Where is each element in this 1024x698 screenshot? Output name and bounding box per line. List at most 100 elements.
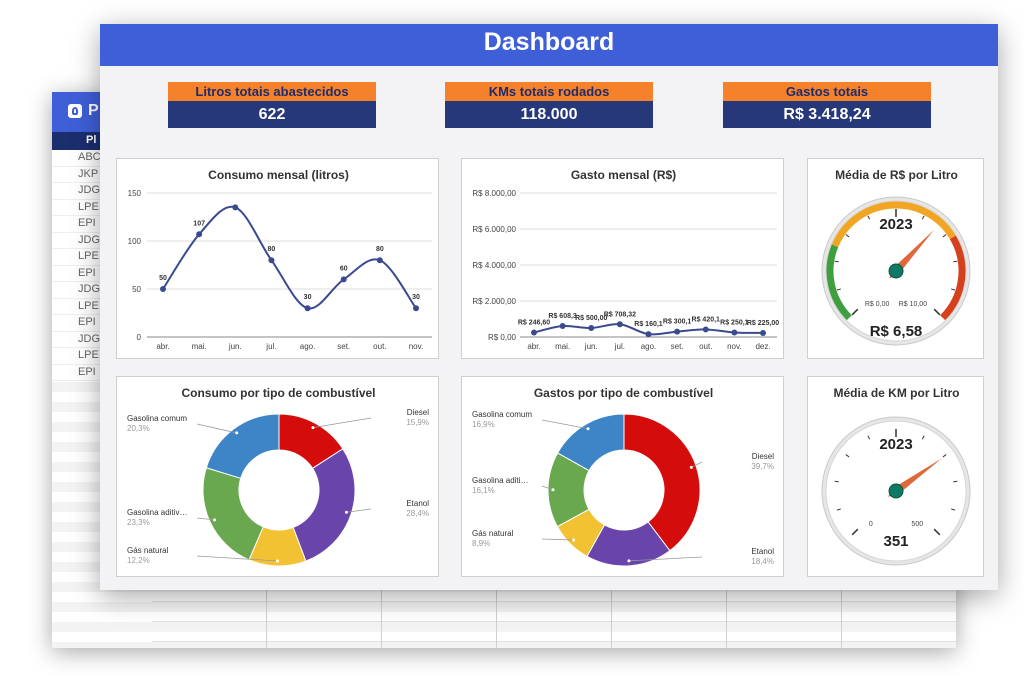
data-label: R$ 246,60 xyxy=(518,320,550,327)
x-tick-label: ago. xyxy=(300,342,316,351)
gauge-tick xyxy=(845,454,850,458)
x-tick-label: set. xyxy=(337,342,350,351)
donut-slice xyxy=(202,467,264,561)
gauge-hub xyxy=(888,483,904,499)
kpi-gastos-label: Gastos totais xyxy=(723,82,931,101)
consumo-tipo-donut: Consumo por tipo de combustível Diesel15,… xyxy=(127,386,429,567)
slice-percent: 8,9% xyxy=(472,539,490,548)
y-tick-label: 50 xyxy=(132,285,141,294)
slice-name: Etanol xyxy=(751,547,774,556)
leader-dot xyxy=(275,559,279,563)
back-column-header-label: Pl xyxy=(86,134,97,146)
data-point xyxy=(413,305,419,312)
gauge-tick xyxy=(933,528,941,536)
gauge-tick xyxy=(953,480,958,483)
gauge-tick xyxy=(834,260,839,263)
gauge-max-label: R$ 10,00 xyxy=(899,301,928,308)
gastos-tipo-panel: Gastos por tipo de combustível Diesel 39,7… xyxy=(461,376,784,577)
slice-percent: 18,4% xyxy=(751,557,774,566)
data-label: R$ 250,1 xyxy=(720,319,749,326)
x-tick-label: jun. xyxy=(228,342,242,351)
donut-slice xyxy=(205,413,280,479)
data-label: R$ 225,00 xyxy=(747,320,779,327)
kpi-litros-label: Litros totais abastecidos xyxy=(168,82,376,101)
data-point xyxy=(160,286,166,292)
gasto-mensal-chart: Gasto mensal (R$) R$ 0,00 R$ 2.000,00 R$ 4.… xyxy=(472,168,779,351)
leader-line xyxy=(196,423,237,434)
leader-dot xyxy=(235,431,239,435)
gauge-center-label: 2023 xyxy=(879,216,912,233)
leader-dot xyxy=(213,518,217,522)
gauge-tick xyxy=(942,234,947,238)
gauge-tick xyxy=(933,308,941,316)
x-tick-label: abr. xyxy=(156,342,169,351)
data-point xyxy=(232,204,239,211)
slice-name: Gás natural xyxy=(472,529,514,538)
gauge-tick xyxy=(921,435,925,440)
back-sheet-title: P xyxy=(88,102,99,119)
chart-title: Média de R$ por Litro xyxy=(835,168,958,182)
gauge-max-label: 500 xyxy=(911,521,923,528)
donut-slice xyxy=(623,413,701,552)
y-tick-label: R$ 0,00 xyxy=(488,333,517,342)
media-rs-litro-gauge: Média de R$ por Litro 2023 R$ 0,00 R$ 10,00… xyxy=(821,168,971,346)
dashboard-title: Dashboard xyxy=(483,28,615,56)
slice-name: Gasolina aditiv… xyxy=(127,508,187,517)
gauge-min-label: 0 xyxy=(869,521,873,528)
x-tick-label: abr. xyxy=(527,342,540,351)
gauge-tick xyxy=(867,435,871,440)
kpi-gastos: Gastos totais R$ 3.418,24 xyxy=(723,82,931,128)
y-tick-label: R$ 4.000,00 xyxy=(472,261,516,270)
slice-name: Diesel xyxy=(407,408,429,417)
chart-title: Gasto mensal (R$) xyxy=(571,168,676,182)
gauge-tick xyxy=(951,288,956,291)
data-point xyxy=(616,321,623,328)
x-tick-label: dez. xyxy=(755,342,770,351)
gauge-tick xyxy=(951,508,956,511)
slice-name: Diesel xyxy=(752,452,774,461)
leader-line xyxy=(312,417,372,429)
kpi-kms: KMs totais rodados 118.000 xyxy=(445,82,653,128)
leader-dot xyxy=(551,488,555,492)
slice-percent: 12,2% xyxy=(127,556,150,565)
leader-line xyxy=(541,538,574,541)
data-point xyxy=(674,328,681,335)
media-km-litro-panel: Média de KM por Litro 2023 0 500 351 xyxy=(807,376,984,577)
slice-name: Etanol xyxy=(406,499,429,508)
chart-title: Gastos por tipo de combustível xyxy=(534,386,713,400)
data-label: 80 xyxy=(376,246,384,253)
leader-line xyxy=(691,461,703,468)
leader-dot xyxy=(344,510,348,514)
gasto-mensal-panel: Gasto mensal (R$) R$ 0,00 R$ 2.000,00 R$ 4.… xyxy=(461,158,784,359)
leader-line xyxy=(541,485,554,491)
gauge-tick xyxy=(845,234,850,238)
y-tick-label: R$ 6.000,00 xyxy=(472,225,516,234)
leader-dot xyxy=(572,538,576,542)
gauge-min-label: R$ 0,00 xyxy=(865,301,890,308)
gauge-value-label: 351 xyxy=(883,533,908,550)
slice-name: Gasolina comum xyxy=(472,410,532,419)
kpi-litros: Litros totais abastecidos 622 xyxy=(168,82,376,128)
gauge-tick xyxy=(921,215,925,220)
x-tick-label: out. xyxy=(699,342,712,351)
slice-percent: 20,3% xyxy=(127,424,150,433)
data-point xyxy=(531,329,537,336)
gauge-tick xyxy=(867,215,871,220)
leader-dot xyxy=(586,427,590,431)
consumo-tipo-panel: Consumo por tipo de combustível Diesel 15,… xyxy=(116,376,439,577)
gauge-tick xyxy=(851,308,859,316)
data-point xyxy=(340,276,347,283)
gauge-band xyxy=(826,244,852,321)
data-label: 50 xyxy=(159,275,167,282)
gauge-tick xyxy=(942,454,947,458)
gauge-tick xyxy=(836,508,841,511)
gauge-band xyxy=(831,201,956,248)
x-tick-label: jul. xyxy=(265,342,276,351)
kpi-kms-label: KMs totais rodados xyxy=(445,82,653,101)
data-point xyxy=(376,257,383,264)
data-point xyxy=(559,323,566,330)
data-point xyxy=(304,305,311,312)
x-tick-label: jul. xyxy=(614,342,625,351)
app-logo-icon xyxy=(68,104,82,118)
gauge-band xyxy=(940,235,966,321)
